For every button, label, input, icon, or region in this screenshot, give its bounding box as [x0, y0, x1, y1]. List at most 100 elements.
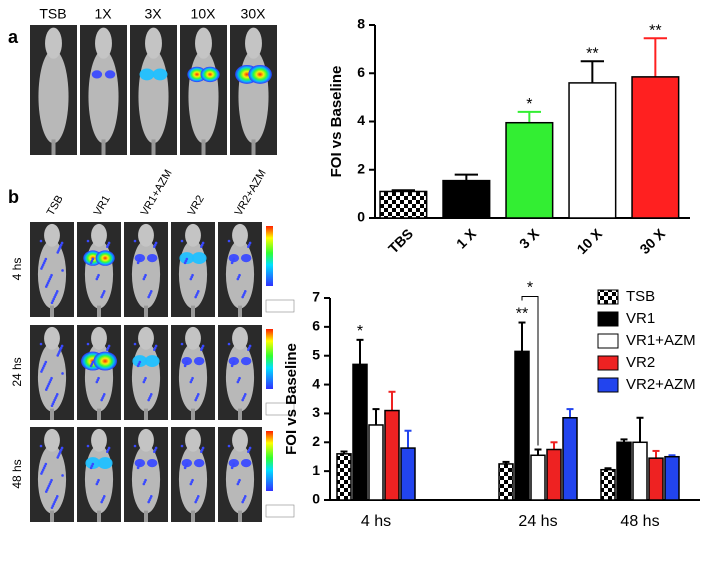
mouse-head — [195, 27, 212, 59]
signal-dot — [106, 450, 109, 454]
signal-dot — [56, 251, 60, 254]
signal-dot — [56, 456, 60, 459]
signal-dot — [95, 482, 99, 486]
signal-dot — [50, 506, 54, 510]
mouse-head — [145, 27, 162, 59]
mouse-tail — [50, 510, 54, 522]
bar — [514, 350, 530, 501]
signal-dot — [86, 444, 90, 448]
bar — [568, 82, 617, 219]
signal-dot — [230, 261, 234, 265]
signal — [240, 253, 252, 263]
mouse-head — [138, 428, 154, 452]
mouse-head — [138, 326, 154, 350]
signal-dot — [89, 364, 93, 368]
bar — [632, 441, 648, 501]
signal-dot — [86, 342, 90, 346]
signal — [97, 457, 113, 470]
mouse-head — [185, 223, 201, 247]
x-tick-label: 10 X — [573, 225, 605, 257]
bar — [442, 179, 491, 219]
column-label: 1X — [94, 6, 112, 22]
significance: * — [527, 280, 533, 297]
signal-dot — [50, 404, 54, 408]
signal-dot — [44, 285, 48, 288]
significance: ** — [516, 306, 528, 323]
row-label: 4 hs — [10, 258, 24, 281]
signal-dot — [200, 348, 203, 352]
color-scale — [266, 431, 273, 491]
color-scale — [266, 329, 273, 389]
signal-dot — [136, 466, 140, 470]
signal-dot — [230, 466, 234, 470]
signal-dot — [200, 245, 203, 248]
signal-dot — [39, 342, 43, 346]
signal-dot — [194, 398, 197, 402]
significance: ** — [586, 45, 598, 62]
signal-dot — [133, 342, 137, 346]
signal-dot — [241, 398, 244, 402]
signal — [95, 250, 115, 266]
signal-dot — [194, 500, 197, 504]
column-label: VR2+AZM — [233, 168, 269, 218]
signal-dot — [236, 482, 240, 486]
signal-dot — [230, 364, 234, 368]
signal-dot — [189, 482, 193, 486]
signal — [93, 351, 117, 371]
signal-dot — [40, 472, 43, 475]
signal-dot — [61, 269, 64, 272]
bar — [352, 363, 368, 501]
y-tick-label: 1 — [312, 462, 320, 478]
significance: ** — [649, 22, 661, 39]
signal — [152, 68, 168, 81]
signal — [200, 66, 220, 83]
legend-label: TSB — [626, 288, 655, 305]
column-label: 30X — [241, 6, 267, 22]
panel-letter: a — [8, 27, 19, 47]
bar — [616, 441, 632, 501]
bar — [664, 455, 680, 501]
column-label: TSB — [39, 6, 66, 22]
signal-dot — [180, 342, 184, 346]
signal-dot — [39, 239, 43, 243]
signal — [248, 64, 272, 84]
signal — [139, 68, 155, 81]
bar — [631, 76, 680, 219]
y-axis-title: FOI vs Baseline — [328, 66, 345, 178]
signal-dot — [194, 295, 197, 299]
column-label: TSB — [45, 193, 66, 218]
row-label: 24 hs — [10, 357, 24, 386]
scale-box — [265, 504, 295, 518]
signal-dot — [247, 245, 250, 248]
x-tick-label: 48 hs — [620, 513, 659, 530]
mouse-tail — [191, 510, 195, 522]
signal-dot — [153, 348, 156, 352]
column-label: VR1 — [92, 193, 113, 218]
legend-label: VR1 — [626, 310, 655, 327]
bar — [498, 463, 514, 501]
bar — [530, 454, 546, 501]
legend-swatch — [597, 377, 619, 393]
legend-label: VR2+AZM — [626, 376, 696, 393]
mouse-tail — [144, 305, 148, 317]
signal-dot — [61, 372, 64, 375]
signal-dot — [200, 450, 203, 454]
signal-dot — [86, 239, 90, 243]
mouse-head — [232, 428, 248, 452]
significance: * — [526, 96, 532, 113]
mouse-body — [88, 49, 119, 144]
signal-dot — [50, 301, 54, 305]
mouse-head — [232, 326, 248, 350]
signal-dot — [100, 398, 103, 402]
y-tick-label: 4 — [312, 375, 320, 391]
mouse-head — [91, 223, 107, 247]
y-tick-label: 2 — [357, 160, 365, 176]
mouse-tail — [191, 305, 195, 317]
mouse-head — [138, 223, 154, 247]
signal-dot — [44, 388, 48, 391]
signal-dot — [133, 239, 137, 243]
signal-dot — [56, 354, 60, 357]
legend-swatch — [597, 355, 619, 371]
x-tick-label: 3 X — [516, 225, 543, 252]
